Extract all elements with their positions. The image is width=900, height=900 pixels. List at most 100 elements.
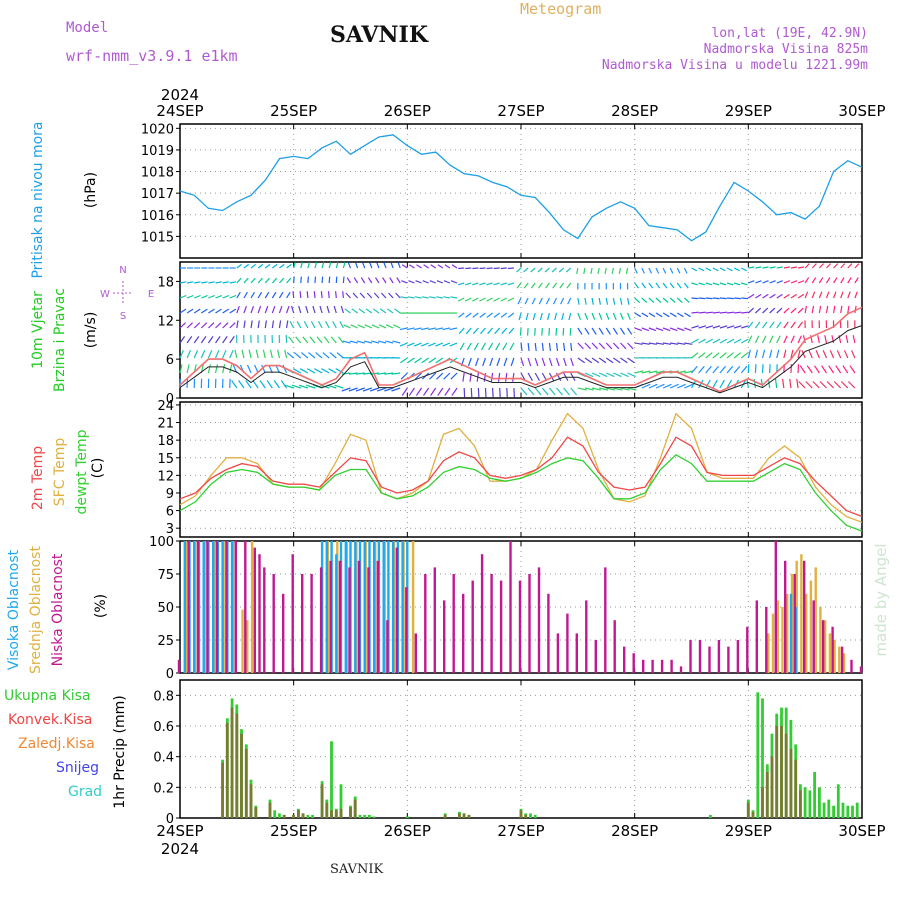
wind-barb — [179, 364, 183, 374]
wind-barb — [726, 267, 733, 272]
wind-barb — [358, 308, 366, 314]
wind-barb — [278, 291, 284, 299]
wind-barb — [396, 277, 401, 284]
wind-barb — [527, 357, 532, 367]
wind-barb — [563, 342, 566, 351]
wind-barb — [179, 350, 184, 359]
wind-barb — [480, 327, 486, 335]
wind-barb — [612, 297, 616, 305]
wind-barb — [627, 327, 633, 335]
cloud-low-bar — [689, 640, 692, 673]
wind-barb — [698, 297, 706, 300]
y-tick-label: 25 — [157, 634, 174, 649]
wind-barb — [555, 357, 560, 367]
cloud-low-bar — [443, 600, 446, 673]
wind-barb — [524, 297, 529, 305]
wind-barb — [804, 263, 810, 269]
wind-barb — [467, 357, 472, 367]
wind-barb — [627, 372, 636, 378]
wind-barb — [291, 384, 301, 389]
wind-barb — [797, 349, 801, 359]
cloud-low-axis-title: Niska Oblacnost — [50, 553, 66, 666]
wind-barb — [292, 368, 302, 374]
wind-barb — [229, 336, 235, 344]
cloud-low-bar — [424, 574, 427, 673]
wind-barb — [604, 267, 607, 275]
wind-barb — [669, 327, 678, 332]
wind-barb — [691, 365, 698, 374]
wind-barb — [284, 384, 294, 389]
wind-barb — [479, 282, 486, 286]
precip-total-bar — [372, 816, 376, 818]
precip-conv-bar — [353, 799, 357, 818]
wind-barb — [348, 372, 358, 375]
wind-barb — [705, 352, 713, 359]
wind-barb — [677, 342, 686, 345]
wind-barb — [472, 267, 479, 270]
wind-barb — [388, 292, 394, 299]
wind-barb — [634, 282, 639, 289]
pressure-axis-title: Pritisak na nivou mora — [30, 121, 46, 278]
wind-barb — [493, 312, 501, 318]
precip-conv-bar — [761, 787, 764, 818]
wind-barb — [466, 342, 472, 351]
wind-barb — [577, 327, 583, 335]
wind-barb — [812, 381, 820, 389]
precip-conv-bar — [770, 756, 774, 818]
day-label-bottom: 29SEP — [725, 822, 772, 840]
wind-barb — [401, 387, 408, 396]
wind-barb — [683, 282, 689, 289]
wind-barb — [762, 280, 769, 284]
wind-barb — [179, 308, 187, 314]
wind-barb — [428, 342, 436, 347]
wind-barb — [698, 352, 706, 359]
wind-barb — [271, 291, 277, 299]
wind-barb — [613, 357, 621, 364]
cloud-low-bar — [187, 541, 190, 673]
wind-barb — [747, 307, 755, 314]
wind-barb — [691, 267, 698, 272]
wind-barb — [606, 387, 616, 391]
wind-barb — [797, 293, 805, 299]
wind-barb — [755, 307, 762, 314]
cloud-low-bar — [338, 560, 342, 673]
wind-barb — [397, 262, 401, 269]
wind-barb — [363, 340, 372, 344]
cloud-low-bar — [755, 600, 758, 673]
y-tick-label: 1016 — [141, 209, 174, 224]
wind-barb — [598, 342, 606, 350]
wind-barb — [436, 372, 444, 380]
wind-barb — [371, 324, 380, 329]
wind-barb — [335, 368, 344, 374]
cloud-high-bar — [325, 541, 328, 673]
wind-barb — [691, 352, 699, 359]
wind-barb — [822, 350, 828, 359]
wind-barb — [257, 305, 262, 314]
wind-barb — [245, 380, 252, 389]
wind-barb — [314, 276, 317, 284]
precip-conv-bar — [789, 749, 793, 818]
precip-conv-bar — [320, 784, 324, 818]
wind-barb — [222, 294, 230, 299]
wind-barb — [847, 305, 850, 314]
wind-barb — [328, 368, 337, 374]
precip-total-bar — [273, 810, 277, 818]
precip-conv-bar — [746, 802, 750, 818]
wind-barb — [712, 352, 720, 359]
cloud-low-bar — [225, 541, 228, 673]
cloud-mid-bar — [246, 620, 249, 673]
wind-barb — [705, 325, 714, 329]
wind-barb — [458, 312, 465, 318]
wind-barb — [591, 387, 602, 391]
cloud-low-bar — [414, 633, 417, 673]
wind-barb — [545, 297, 550, 305]
wind-barb — [783, 307, 790, 314]
y-tick-label: 0.2 — [153, 781, 174, 796]
wind-barb — [443, 372, 451, 380]
y-tick-label: 24 — [157, 399, 174, 414]
cloud-low-bar — [594, 640, 597, 673]
wind-barb — [662, 327, 671, 332]
wind-barb — [335, 276, 338, 284]
wind-barb — [341, 372, 351, 375]
wind-barb — [391, 372, 401, 375]
